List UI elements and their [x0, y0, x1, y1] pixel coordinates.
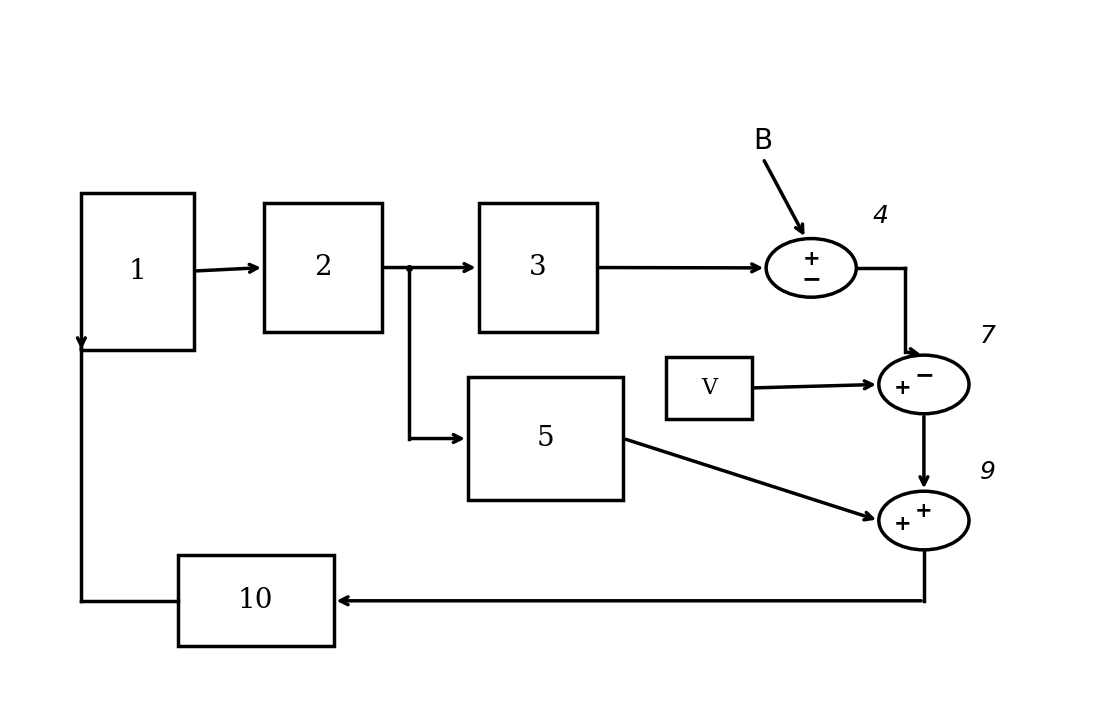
- Text: B: B: [754, 127, 773, 155]
- Bar: [666, 356, 752, 419]
- Text: 5: 5: [537, 425, 555, 452]
- Text: 9: 9: [979, 460, 996, 484]
- Bar: [178, 555, 333, 646]
- Text: −: −: [802, 267, 821, 291]
- Text: 7: 7: [979, 324, 996, 348]
- Text: +: +: [893, 378, 911, 398]
- Text: −: −: [915, 364, 934, 387]
- Text: 2: 2: [314, 254, 332, 281]
- Text: 3: 3: [529, 254, 547, 281]
- Text: 10: 10: [238, 587, 274, 614]
- Text: +: +: [803, 249, 819, 269]
- Text: V: V: [701, 377, 718, 399]
- Bar: [264, 203, 382, 332]
- Text: +: +: [916, 502, 932, 521]
- Text: +: +: [893, 514, 911, 534]
- Circle shape: [879, 355, 969, 414]
- Bar: [467, 377, 624, 499]
- Text: 1: 1: [129, 257, 146, 284]
- Circle shape: [766, 238, 856, 297]
- Bar: [82, 193, 195, 350]
- Circle shape: [879, 491, 969, 550]
- Bar: [479, 203, 597, 332]
- Text: 4: 4: [872, 204, 889, 228]
